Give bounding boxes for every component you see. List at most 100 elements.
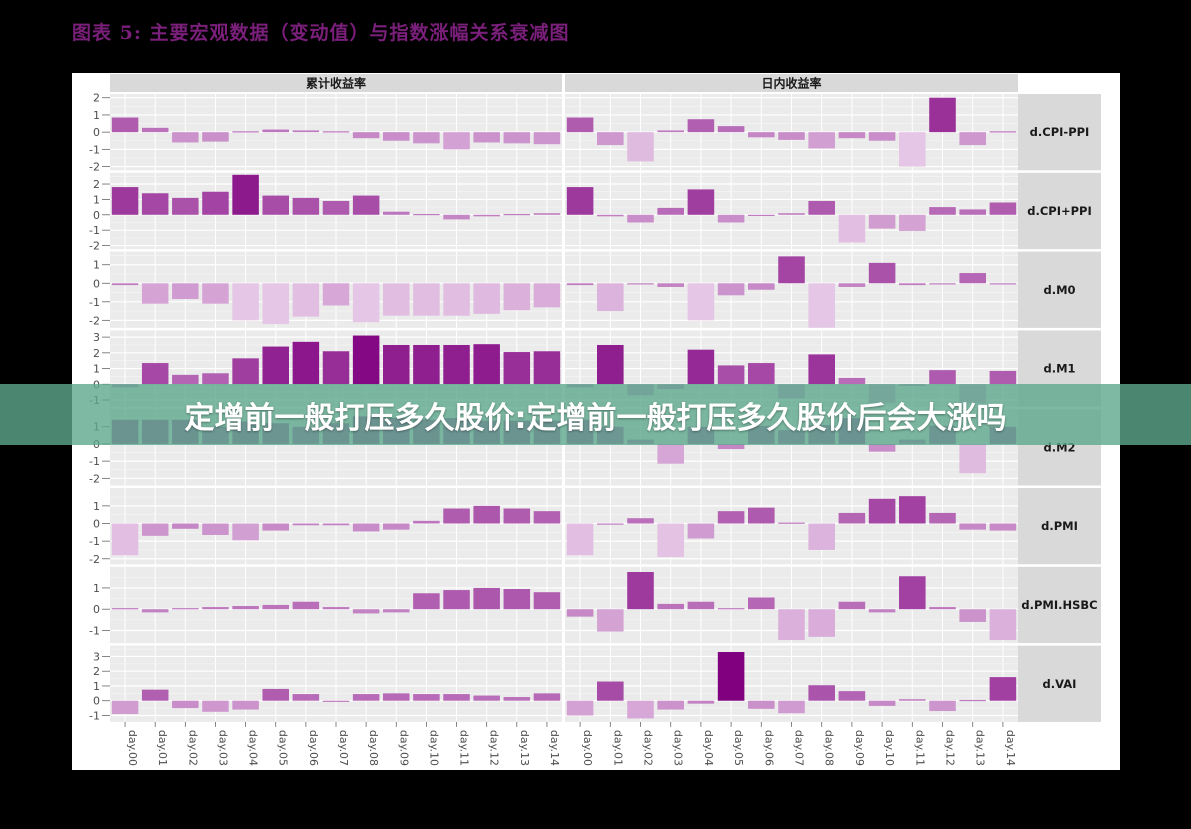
- row-strip: [1018, 251, 1101, 328]
- bar-intraday: [627, 283, 654, 285]
- bar-intraday: [959, 699, 986, 702]
- y-tick-label: -1: [89, 143, 100, 156]
- bar-intraday: [959, 209, 986, 215]
- bar-cumulative: [443, 508, 470, 524]
- bar-intraday: [808, 354, 835, 385]
- bar-cumulative: [473, 695, 500, 701]
- bar-cumulative: [292, 341, 320, 385]
- bar-cumulative: [292, 283, 320, 317]
- y-tick-label: 2: [93, 347, 100, 360]
- y-tick-label: 1: [93, 680, 100, 693]
- x-tick-label: day.13: [974, 730, 987, 766]
- bar-intraday: [657, 283, 684, 287]
- bar-intraday: [717, 511, 745, 524]
- bar-cumulative: [352, 335, 380, 385]
- x-tick-label: day.04: [247, 730, 260, 766]
- bar-intraday: [717, 283, 745, 296]
- bar-cumulative: [443, 214, 470, 220]
- bar-cumulative: [202, 607, 229, 610]
- bar-intraday: [566, 609, 594, 617]
- bar-intraday: [778, 700, 805, 714]
- x-tick-label: day.11: [458, 730, 471, 766]
- bar-cumulative: [141, 283, 169, 304]
- bar-intraday: [989, 283, 1017, 285]
- bar-intraday: [899, 132, 926, 167]
- bar-intraday: [748, 132, 775, 138]
- bar-cumulative: [503, 697, 531, 701]
- x-tick-label: day.06: [762, 730, 775, 766]
- bar-cumulative: [232, 700, 259, 710]
- y-tick-label: -2: [89, 161, 100, 174]
- bar-cumulative: [172, 374, 199, 385]
- y-tick-label: 0: [93, 126, 100, 139]
- bar-cumulative: [322, 131, 350, 133]
- bar-cumulative: [473, 505, 500, 524]
- bar-cumulative: [111, 700, 139, 714]
- bar-intraday: [597, 523, 624, 525]
- bar-intraday: [657, 443, 684, 464]
- y-tick-label: 2: [93, 178, 100, 191]
- bar-cumulative: [202, 283, 229, 304]
- bar-intraday: [929, 207, 956, 215]
- bar-cumulative: [322, 700, 350, 702]
- bar-intraday: [929, 512, 956, 524]
- bar-cumulative: [443, 694, 470, 701]
- x-tick-label: day.03: [216, 730, 229, 766]
- bar-cumulative: [352, 195, 380, 215]
- bar-intraday: [808, 200, 835, 215]
- bar-cumulative: [503, 352, 531, 385]
- bar-cumulative: [111, 608, 139, 610]
- bar-intraday: [868, 498, 896, 524]
- y-tick-label: 0: [93, 518, 100, 531]
- x-tick-label: day.05: [732, 730, 745, 766]
- bar-intraday: [959, 443, 986, 474]
- bar-intraday: [566, 283, 594, 286]
- bar-cumulative: [172, 197, 199, 215]
- bar-intraday: [778, 522, 805, 524]
- bar-cumulative: [292, 130, 320, 133]
- bar-cumulative: [172, 700, 199, 709]
- bar-cumulative: [202, 191, 229, 215]
- bar-cumulative: [141, 609, 169, 613]
- bar-cumulative: [141, 689, 169, 701]
- x-tick-label: day.09: [853, 730, 866, 766]
- bar-cumulative: [352, 132, 380, 139]
- bar-intraday: [627, 571, 654, 610]
- bar-cumulative: [262, 283, 289, 325]
- bar-intraday: [687, 601, 715, 610]
- bar-cumulative: [322, 351, 350, 385]
- bar-cumulative: [232, 131, 259, 133]
- y-tick-label: -1: [89, 296, 100, 309]
- bar-intraday: [717, 214, 745, 223]
- bar-intraday: [959, 523, 986, 530]
- x-tick-label: day.02: [642, 730, 655, 766]
- bar-intraday: [687, 189, 715, 215]
- row-label: d.PMI.HSBC: [1021, 598, 1097, 612]
- bar-cumulative: [503, 283, 531, 311]
- banner-text: 定增前一般打压多久股价:定增前一般打压多久股价后会大涨吗: [184, 400, 1007, 436]
- bar-cumulative: [533, 592, 561, 610]
- x-tick-label: day.14: [1004, 730, 1017, 766]
- y-tick-label: -1: [89, 455, 100, 468]
- bar-intraday: [687, 283, 715, 321]
- bar-cumulative: [232, 606, 259, 610]
- bar-cumulative: [111, 523, 139, 556]
- bar-cumulative: [383, 211, 410, 215]
- bar-cumulative: [322, 607, 350, 610]
- x-tick-label: day.01: [611, 730, 624, 766]
- bar-cumulative: [141, 363, 169, 385]
- bar-cumulative: [322, 283, 350, 306]
- bar-intraday: [899, 496, 926, 524]
- chart-area: 累计收益率 日内收益率 -2 -1 0 1 2 d.CPI-PPI -2 -1 0 1 2 d.CPI+P…: [72, 73, 1120, 770]
- bar-cumulative: [292, 197, 320, 215]
- x-tick-label: day.02: [186, 730, 199, 766]
- y-tick-label: -1: [89, 535, 100, 548]
- bar-intraday: [868, 700, 896, 706]
- y-tick-label: 3: [93, 650, 100, 663]
- bar-intraday: [989, 131, 1017, 133]
- bar-cumulative: [262, 604, 289, 610]
- bar-cumulative: [533, 693, 561, 701]
- bar-cumulative: [383, 283, 410, 316]
- bar-cumulative: [352, 694, 380, 701]
- bar-cumulative: [473, 214, 500, 217]
